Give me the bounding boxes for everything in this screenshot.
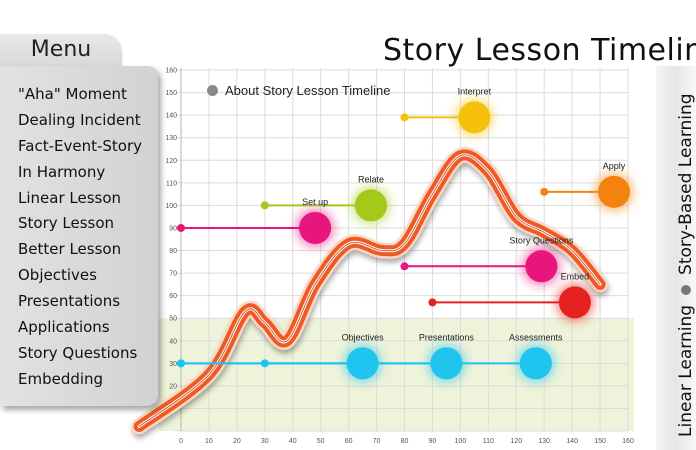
- side-strip: [656, 66, 696, 450]
- y-tick-label: 30: [169, 361, 177, 368]
- menu-item-linear-lesson[interactable]: Linear Lesson: [18, 188, 122, 207]
- y-tick-label: 50: [169, 316, 177, 323]
- marker-label: Embed: [561, 271, 590, 281]
- side-label-linear-learning[interactable]: Linear Learning: [676, 304, 696, 437]
- marker-circle: [299, 211, 332, 244]
- y-tick-label: 160: [165, 68, 177, 75]
- x-tick-label: 20: [233, 438, 241, 445]
- marker-start-dot: [260, 201, 269, 210]
- x-tick-label: 140: [566, 438, 578, 445]
- x-tick-label: 70: [373, 438, 381, 445]
- x-tick-label: 40: [289, 438, 297, 445]
- x-tick-label: 10: [205, 438, 213, 445]
- marker-circle: [558, 286, 591, 319]
- marker-label: Presentations: [419, 332, 475, 342]
- x-tick-label: 90: [429, 438, 437, 445]
- marker-start-dot: [400, 262, 409, 271]
- y-tick-label: 20: [169, 383, 177, 390]
- marker-start-dot: [177, 223, 185, 232]
- y-tick-label: 40: [169, 338, 177, 345]
- menu-item-objectives[interactable]: Objectives: [18, 266, 97, 285]
- y-tick-label: 150: [165, 90, 177, 97]
- about-link[interactable]: About Story Lesson Timeline: [207, 83, 390, 98]
- menu-item-dealing-incident[interactable]: Dealing Incident: [18, 110, 141, 129]
- menu-item-fact-event-story[interactable]: Fact-Event-Story: [18, 136, 142, 155]
- bullet-icon: [207, 85, 218, 96]
- side-label-story-based-learning[interactable]: Story-Based Learning: [676, 93, 696, 275]
- marker-label: Interpret: [458, 86, 492, 96]
- x-tick-label: 0: [179, 438, 183, 445]
- marker-label: Objectives: [342, 332, 385, 342]
- marker-start-dot: [400, 113, 409, 122]
- marker-label: Apply: [603, 161, 626, 171]
- x-tick-label: 150: [594, 438, 606, 445]
- about-link-label: About Story Lesson Timeline: [225, 83, 391, 98]
- x-tick-label: 110: [483, 438, 494, 445]
- menu-item-aha-moment[interactable]: "Aha" Moment: [18, 85, 127, 103]
- menu-item-story-lesson[interactable]: Story Lesson: [18, 214, 115, 233]
- story-curve-core: [138, 154, 601, 427]
- marker-circle: [354, 189, 387, 222]
- marker-label: Relate: [358, 174, 384, 184]
- menu-panel: [0, 66, 158, 406]
- menu-title: Menu: [30, 37, 92, 62]
- y-tick-label: 130: [165, 135, 177, 142]
- marker-label: Story Questions: [509, 235, 574, 245]
- marker-relate[interactable]: Relate: [260, 174, 390, 225]
- y-tick-label: 90: [169, 225, 177, 232]
- marker-label: Assessments: [509, 332, 563, 342]
- marker-set-up[interactable]: Set up: [177, 197, 335, 247]
- marker-circle: [525, 250, 558, 283]
- side-labels: Linear Learning Story-Based Learning: [676, 93, 696, 437]
- marker-start-dot: [177, 359, 185, 368]
- x-tick-label: 50: [317, 438, 325, 445]
- y-tick-label: 140: [165, 113, 177, 120]
- marker-circle: [598, 175, 631, 208]
- y-tick-label: 60: [169, 293, 177, 300]
- marker-label: Set up: [302, 197, 328, 207]
- y-tick-label: 120: [165, 158, 177, 165]
- menu-item-better-lesson[interactable]: Better Lesson: [18, 240, 122, 259]
- y-tick-label: 100: [165, 203, 177, 210]
- menu-item-applications[interactable]: Applications: [18, 318, 110, 337]
- menu-list: "Aha" Moment Dealing Incident Fact-Event…: [18, 82, 142, 393]
- x-tick-label: 60: [345, 438, 353, 445]
- page-title: Story Lesson Timeline: [383, 33, 696, 68]
- y-tick-label: 80: [169, 248, 177, 255]
- y-tick-label: 110: [166, 180, 177, 187]
- x-tick-label: 120: [510, 438, 522, 445]
- x-tick-label: 80: [401, 438, 409, 445]
- x-tick-label: 30: [261, 438, 269, 445]
- marker-circle: [519, 347, 552, 380]
- menu-item-presentations[interactable]: Presentations: [18, 292, 121, 311]
- menu-item-story-questions[interactable]: Story Questions: [18, 343, 138, 362]
- x-tick-label: 100: [455, 438, 467, 445]
- marker-start-dot: [428, 298, 437, 307]
- x-tick-label: 160: [622, 438, 634, 445]
- marker-interpret[interactable]: Interpret: [400, 86, 494, 137]
- menu-item-embedding[interactable]: Embedding: [18, 369, 104, 388]
- marker-apply[interactable]: Apply: [540, 161, 634, 211]
- marker-start-dot: [540, 187, 549, 196]
- marker-embed[interactable]: Embed: [428, 271, 594, 322]
- marker-story-questions[interactable]: Story Questions: [400, 235, 574, 286]
- marker-circle: [458, 101, 491, 134]
- menu-item-in-harmony[interactable]: In Harmony: [18, 162, 106, 181]
- y-tick-label: 70: [169, 271, 177, 278]
- bullet-icon: [681, 284, 691, 295]
- marker-assessments[interactable]: Assessments: [177, 332, 563, 383]
- x-tick-label: 130: [538, 438, 550, 445]
